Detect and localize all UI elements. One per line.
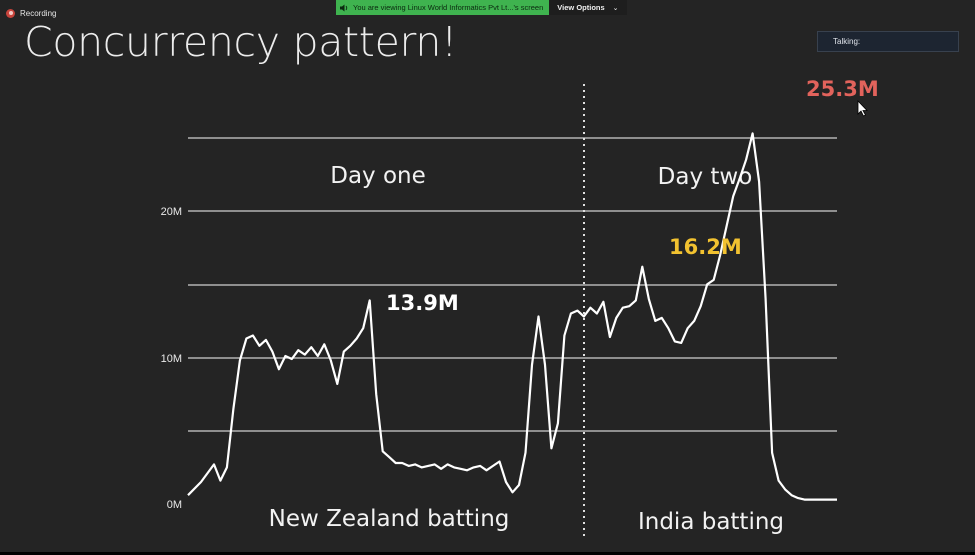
talking-label: Talking: — [833, 37, 861, 46]
record-dot-icon — [6, 8, 15, 18]
share-status-text: You are viewing Linux World Informatics … — [353, 3, 544, 12]
mouse-cursor-icon — [857, 99, 868, 117]
chevron-down-icon: ⌄ — [612, 4, 619, 12]
screen-share-banner: You are viewing Linux World Informatics … — [336, 0, 627, 15]
share-status: You are viewing Linux World Informatics … — [336, 0, 550, 15]
y-tick-label: 0M — [167, 499, 182, 511]
section-label-day-two: Day two — [658, 164, 753, 190]
y-tick-label: 10M — [161, 353, 182, 365]
view-options-button[interactable]: View Options ⌄ — [549, 0, 627, 15]
view-options-label: View Options — [557, 3, 605, 12]
recording-indicator[interactable]: Recording — [6, 6, 56, 20]
recording-label: Recording — [20, 8, 57, 18]
peak-label-25-3m: 25.3M — [806, 77, 879, 101]
talking-indicator: Talking: — [817, 31, 959, 52]
concurrency-series-line — [187, 132, 837, 501]
peak-label-16-2m: 16.2M — [669, 235, 742, 259]
y-tick-label: 20M — [161, 206, 182, 218]
speaker-icon — [340, 4, 348, 11]
batting-label-new-zealand: New Zealand batting — [269, 506, 510, 532]
batting-label-india: India batting — [638, 509, 784, 535]
screen-bottom-edge — [0, 552, 975, 555]
peak-label-13-9m: 13.9M — [386, 291, 459, 315]
slide-title: Concurrency pattern! — [24, 18, 458, 66]
section-label-day-one: Day one — [330, 163, 426, 189]
